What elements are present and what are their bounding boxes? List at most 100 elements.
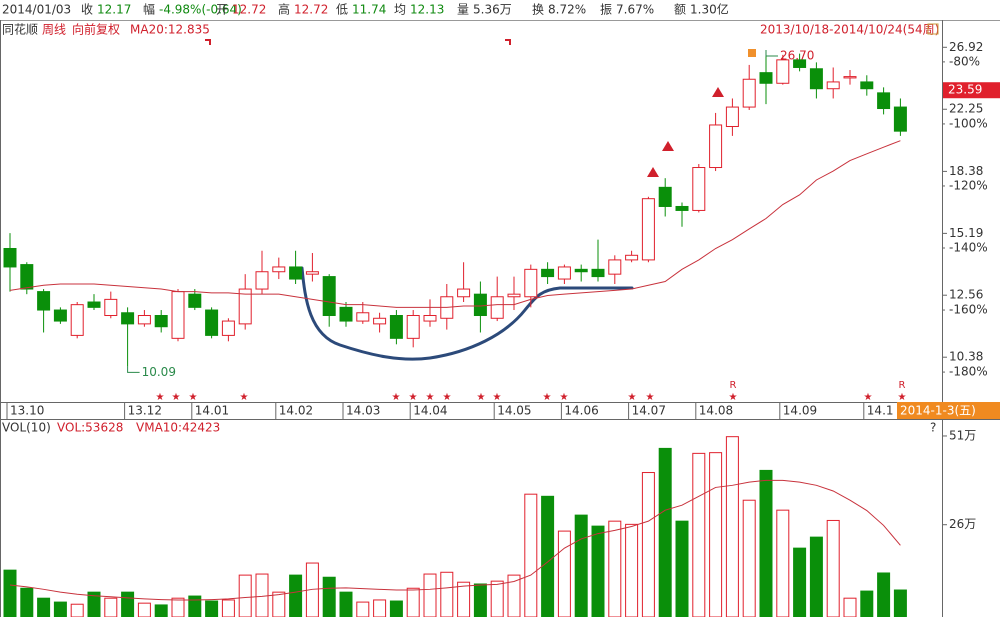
y-tick-label: 10.38 [949, 350, 983, 364]
candle-body [356, 312, 370, 322]
y-tick-label: 12.56 [949, 288, 983, 302]
info-date: 2014/01/03 [2, 3, 71, 17]
volume-bar [725, 436, 739, 617]
volume-bar [171, 597, 185, 617]
candle-body [557, 266, 571, 280]
candle-body [339, 306, 353, 322]
triangle-marker [662, 141, 674, 151]
info-label: 幅 [143, 2, 155, 17]
bracket-marker [505, 39, 511, 45]
info-label: 量 [457, 3, 469, 17]
vma-line [9, 479, 901, 601]
volume-bar [205, 600, 219, 617]
info-value: 12.17 [97, 3, 131, 17]
star-marker: ★ [240, 392, 249, 403]
y-tick-label: 22.25 [949, 102, 983, 116]
info-value: 1.30亿 [690, 2, 729, 17]
candle-body [272, 266, 286, 273]
toolbar-period[interactable]: 周线 [42, 23, 66, 37]
star-marker: ★ [477, 392, 486, 403]
candle-body [255, 271, 269, 290]
candle-body [625, 254, 639, 261]
star-marker: ★ [646, 392, 655, 403]
info-label: 收 [81, 3, 93, 17]
toolbar-adjust[interactable]: 向前复权 [72, 22, 120, 37]
help[interactable]: ? [930, 421, 936, 435]
volume-bar [877, 572, 891, 617]
volume-bar [893, 589, 907, 617]
vol-title: VOL(10) [2, 421, 51, 435]
vol-y-tick-label: 51万 [949, 428, 976, 442]
info-label: 换 [532, 3, 544, 17]
x-tick-label: 14.09 [783, 404, 817, 418]
info-label: 额 [674, 3, 686, 17]
volume-bar [793, 547, 807, 617]
vol-y-tick-label: 26万 [949, 517, 976, 531]
candle-body [20, 264, 34, 290]
candle-body [692, 167, 706, 211]
candle-body [877, 92, 891, 110]
volume-bar [221, 599, 235, 617]
volume-bar [3, 569, 17, 617]
candle-body [389, 315, 403, 339]
star-marker: ★ [156, 392, 165, 403]
star-marker: ★ [864, 392, 873, 403]
y2-tick-label: -160% [949, 303, 988, 317]
star-marker: ★ [628, 392, 637, 403]
info-value: 11.74 [352, 3, 386, 17]
x-tick-label: 14.03 [346, 404, 380, 418]
y-tick-label: 18.38 [949, 164, 983, 178]
candle-body [793, 59, 807, 68]
volume-bar [709, 452, 723, 617]
candle-body [188, 293, 202, 308]
volume-bar [457, 581, 471, 617]
vol-value: VOL:53628 [57, 421, 123, 435]
star-marker: ★ [409, 392, 418, 403]
volume-bar [121, 591, 135, 617]
candle-body [473, 293, 487, 317]
x-tick-label: 14.02 [279, 404, 313, 418]
settings-icon[interactable] [927, 23, 939, 35]
volume-bar [339, 591, 353, 617]
cursor-date: 2014-1-3(五) [900, 404, 976, 418]
volume-bar [557, 530, 571, 617]
candle-body [406, 315, 420, 339]
volume-bar [490, 580, 504, 617]
candle-body [154, 315, 168, 328]
volume-bar [70, 603, 84, 617]
info-label: 高 [278, 2, 290, 17]
plot-layer: 收 12.17 幅 -4.98%(-0.64)开 12.72 高 12.72 低 11.74 均 1… [3, 2, 1000, 617]
volume-bar [541, 495, 555, 617]
candle-body [205, 309, 219, 336]
info-value: -4.98%(-0.64) [159, 3, 242, 17]
star-marker: ★ [729, 392, 738, 403]
candle-body [591, 268, 605, 278]
volume-bar [20, 587, 34, 617]
hand-drawn-curve [300, 266, 634, 361]
volume-bar [423, 573, 437, 617]
triangle-marker [647, 167, 659, 177]
star-marker: ★ [898, 392, 907, 403]
volume-bar [591, 525, 605, 617]
volume-bar [104, 597, 118, 617]
info-label: 开 [216, 3, 228, 17]
candle-body [709, 124, 723, 169]
star-marker: ★ [543, 392, 552, 403]
volume-bar [406, 587, 420, 617]
candle-body [221, 320, 235, 336]
volume-bar [759, 469, 773, 617]
candle-body [658, 186, 672, 207]
volume-bar [826, 519, 840, 617]
y-tick-label: 26.92 [949, 40, 983, 54]
volume-bar [641, 472, 655, 617]
candle-body [121, 312, 135, 325]
vma-legend: VMA10:42423 [136, 421, 220, 435]
candle-body [87, 301, 101, 308]
ma-legend: MA20:12.835 [130, 23, 210, 37]
x-tick-label: 14.1 [867, 404, 894, 418]
x-tick-label: 13.12 [128, 404, 162, 418]
volume-bar [625, 523, 639, 617]
y2-tick-label: -140% [949, 241, 988, 255]
star-marker: ★ [189, 392, 198, 403]
candle-body [305, 271, 319, 275]
